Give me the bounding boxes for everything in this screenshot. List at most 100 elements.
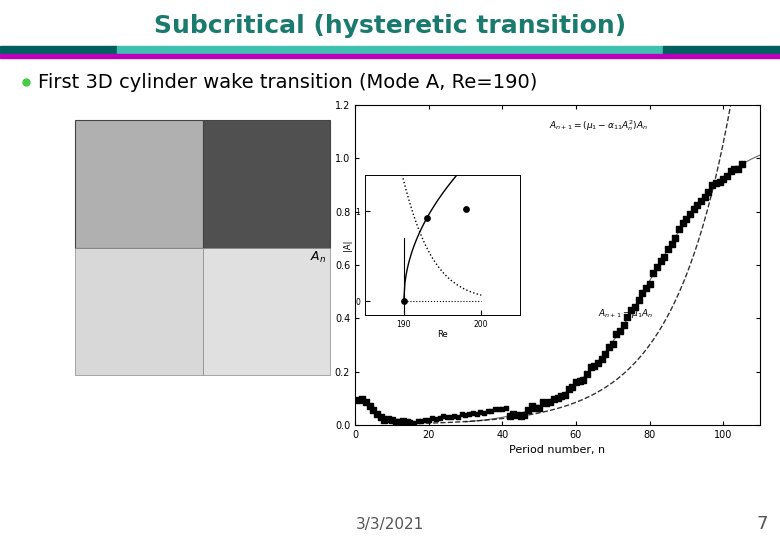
Point [629, 302, 641, 311]
Point [500, 404, 512, 413]
Point [732, 165, 744, 173]
Point [481, 407, 494, 416]
Point [599, 349, 612, 358]
Point [658, 253, 671, 261]
Point [728, 164, 740, 173]
Text: 7: 7 [757, 515, 768, 533]
Point [515, 411, 527, 420]
Point [485, 407, 498, 416]
Point [382, 415, 395, 423]
Bar [75, 247, 203, 375]
Point [474, 408, 487, 416]
Point [684, 210, 697, 219]
Point [569, 378, 582, 387]
Point [434, 414, 446, 423]
Point [661, 245, 674, 254]
Point [360, 398, 372, 407]
Point [441, 413, 453, 421]
Point [503, 412, 516, 421]
Point [588, 362, 601, 370]
Point [555, 392, 567, 400]
Point [518, 410, 530, 419]
Point [353, 395, 365, 404]
Text: Subcritical (hysteretic transition): Subcritical (hysteretic transition) [154, 14, 626, 38]
Point [522, 406, 534, 415]
Point [713, 177, 725, 186]
Point [456, 410, 468, 418]
Point [470, 409, 483, 418]
Point [367, 406, 380, 414]
Bar [203, 247, 330, 375]
Point [706, 180, 718, 189]
Point [445, 413, 457, 422]
Point [618, 320, 630, 329]
Bar [117, 46, 663, 53]
Point [717, 174, 729, 183]
Point [459, 410, 472, 419]
Point [614, 327, 626, 335]
Y-axis label: |A|: |A| [343, 239, 353, 251]
Point [651, 262, 663, 271]
Point [466, 408, 479, 417]
Point [420, 214, 433, 222]
Point [676, 219, 689, 227]
Point [566, 383, 579, 391]
Point [621, 312, 633, 321]
Point [492, 404, 505, 413]
Point [389, 417, 402, 426]
Point [581, 369, 594, 378]
Point [654, 256, 667, 265]
Point [496, 405, 509, 414]
Text: 3/3/2021: 3/3/2021 [356, 516, 424, 531]
Point [603, 343, 615, 352]
Bar [203, 120, 330, 247]
Text: First 3D cylinder wake transition (Mode A, Re=190): First 3D cylinder wake transition (Mode … [38, 72, 537, 91]
Point [398, 297, 410, 306]
Point [647, 269, 659, 278]
Point [607, 339, 619, 348]
Point [573, 377, 586, 386]
Point [411, 417, 424, 426]
Point [378, 415, 391, 424]
Point [541, 399, 553, 408]
Point [419, 416, 431, 424]
Point [415, 416, 427, 425]
Point [426, 414, 438, 423]
Point [691, 201, 704, 210]
Point [437, 412, 449, 421]
Point [488, 405, 501, 414]
Point [736, 159, 748, 168]
Point [385, 415, 398, 424]
Point [592, 359, 604, 367]
Point [636, 288, 648, 297]
Point [725, 167, 737, 176]
Point [548, 395, 560, 403]
Point [687, 205, 700, 213]
Point [699, 193, 711, 201]
Point [702, 188, 714, 197]
Point [452, 413, 464, 421]
Point [558, 391, 571, 400]
Point [393, 417, 406, 426]
Point [595, 354, 608, 363]
Bar [0, 54, 780, 58]
Point [507, 410, 519, 418]
Point [577, 376, 590, 385]
Y-axis label: $A_n$: $A_n$ [310, 250, 326, 265]
Point [448, 412, 461, 421]
Point [463, 410, 475, 418]
Point [551, 394, 564, 402]
Point [673, 225, 686, 233]
Bar [75, 120, 203, 247]
Point [625, 306, 637, 315]
Text: $A_{n+1} = (\mu_1 - \alpha_{11} A_n^2) A_n$: $A_{n+1} = (\mu_1 - \alpha_{11} A_n^2) A… [549, 118, 648, 133]
Point [537, 398, 549, 407]
Point [408, 418, 420, 427]
Point [459, 205, 472, 214]
Point [669, 233, 682, 242]
Point [396, 417, 409, 426]
Point [665, 240, 678, 248]
Point [610, 329, 622, 338]
Point [562, 385, 575, 394]
Point [710, 179, 722, 187]
